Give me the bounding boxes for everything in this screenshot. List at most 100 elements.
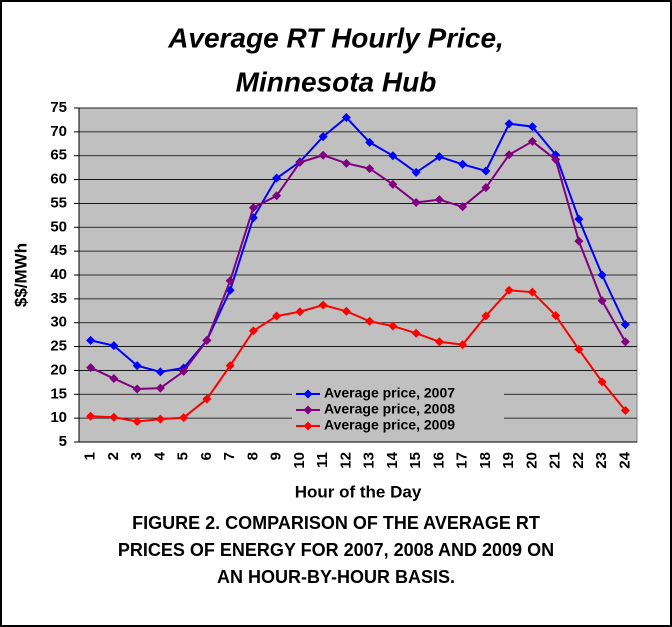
point [248,203,258,213]
x-tick-label: 7 [221,452,238,460]
chart-title: Average RT Hourly Price, [167,22,504,53]
point [109,412,119,422]
x-tick-label: 5 [175,452,192,460]
caption: PRICES OF ENERGY FOR 2007, 2008 AND 2009… [118,540,554,560]
point [225,276,235,286]
caption: AN HOUR-BY-HOUR BASIS. [217,567,455,587]
legend-marker [303,405,313,415]
point [272,311,282,321]
x-tick-label: 21 [547,452,564,469]
x-tick-label: 10 [291,452,308,469]
point [132,361,142,371]
x-tick-label: 2 [105,452,122,460]
point [434,152,444,162]
point [597,296,607,306]
point [551,311,561,321]
point [341,158,351,168]
x-tick-label: 1 [82,452,99,460]
point [574,236,584,246]
point [155,367,165,377]
point [318,132,328,142]
x-tick-label: 6 [198,452,215,460]
y-axis-label: $$/MWh [11,243,30,307]
point [179,366,189,376]
x-tick-label: 11 [314,452,331,468]
point [318,150,328,160]
point [551,155,561,165]
x-tick-label: 8 [244,452,261,460]
x-tick-label: 18 [477,452,494,469]
point [202,394,212,404]
y-tick-label: 50 [50,218,67,235]
y-tick-label: 15 [50,385,67,402]
x-tick-label: 4 [151,451,168,460]
x-tick-label: 24 [616,451,633,468]
point [248,326,258,336]
x-tick-label: 22 [570,452,587,469]
point [458,159,468,169]
point [388,151,398,161]
point [155,383,165,393]
point [527,287,537,297]
y-tick-label: 40 [50,266,67,283]
series-line [90,116,627,373]
point [388,179,398,189]
caption: FIGURE 2. COMPARISON OF THE AVERAGE RT [132,513,540,533]
x-tick-label: 17 [454,452,471,469]
point [155,414,165,424]
y-tick-label: 45 [50,242,67,259]
legend-label: Average price, 2007 [324,385,455,401]
y-tick-label: 5 [59,433,67,450]
y-tick-label: 70 [50,123,67,140]
point [434,195,444,205]
point [620,320,630,330]
x-tick-label: 13 [361,452,378,469]
point [574,344,584,354]
point [86,363,96,373]
point [365,137,375,147]
point [597,377,607,387]
x-tick-label: 12 [337,452,354,469]
point [504,119,514,129]
legend-label: Average price, 2008 [324,401,455,417]
point [434,337,444,347]
point [295,307,305,317]
point [341,306,351,316]
point [411,167,421,177]
point [318,300,328,310]
point [527,122,537,132]
y-tick-label: 25 [50,338,67,355]
point [272,173,282,183]
point [295,157,305,167]
point [225,361,235,371]
point [86,335,96,345]
point [365,316,375,326]
x-tick-label: 16 [430,452,447,469]
y-tick-label: 75 [50,99,67,116]
legend-marker [303,421,313,431]
x-tick-label: 19 [500,452,517,469]
point [481,311,491,321]
legend-label: Average price, 2009 [324,417,455,433]
y-tick-label: 35 [50,290,67,307]
point [458,340,468,350]
x-axis-label: Hour of the Day [295,482,422,501]
point [365,164,375,174]
point [411,197,421,207]
series-line [90,140,627,391]
point [109,341,119,351]
point [504,285,514,295]
point [527,136,537,146]
point [504,150,514,160]
x-tick-label: 3 [128,452,145,460]
point [179,413,189,423]
x-tick-label: 15 [407,452,424,469]
point [202,335,212,345]
x-tick-label: 14 [384,451,401,468]
y-tick-label: 10 [50,409,67,426]
point [132,384,142,394]
point [86,411,96,421]
point [272,191,282,201]
point [388,321,398,331]
